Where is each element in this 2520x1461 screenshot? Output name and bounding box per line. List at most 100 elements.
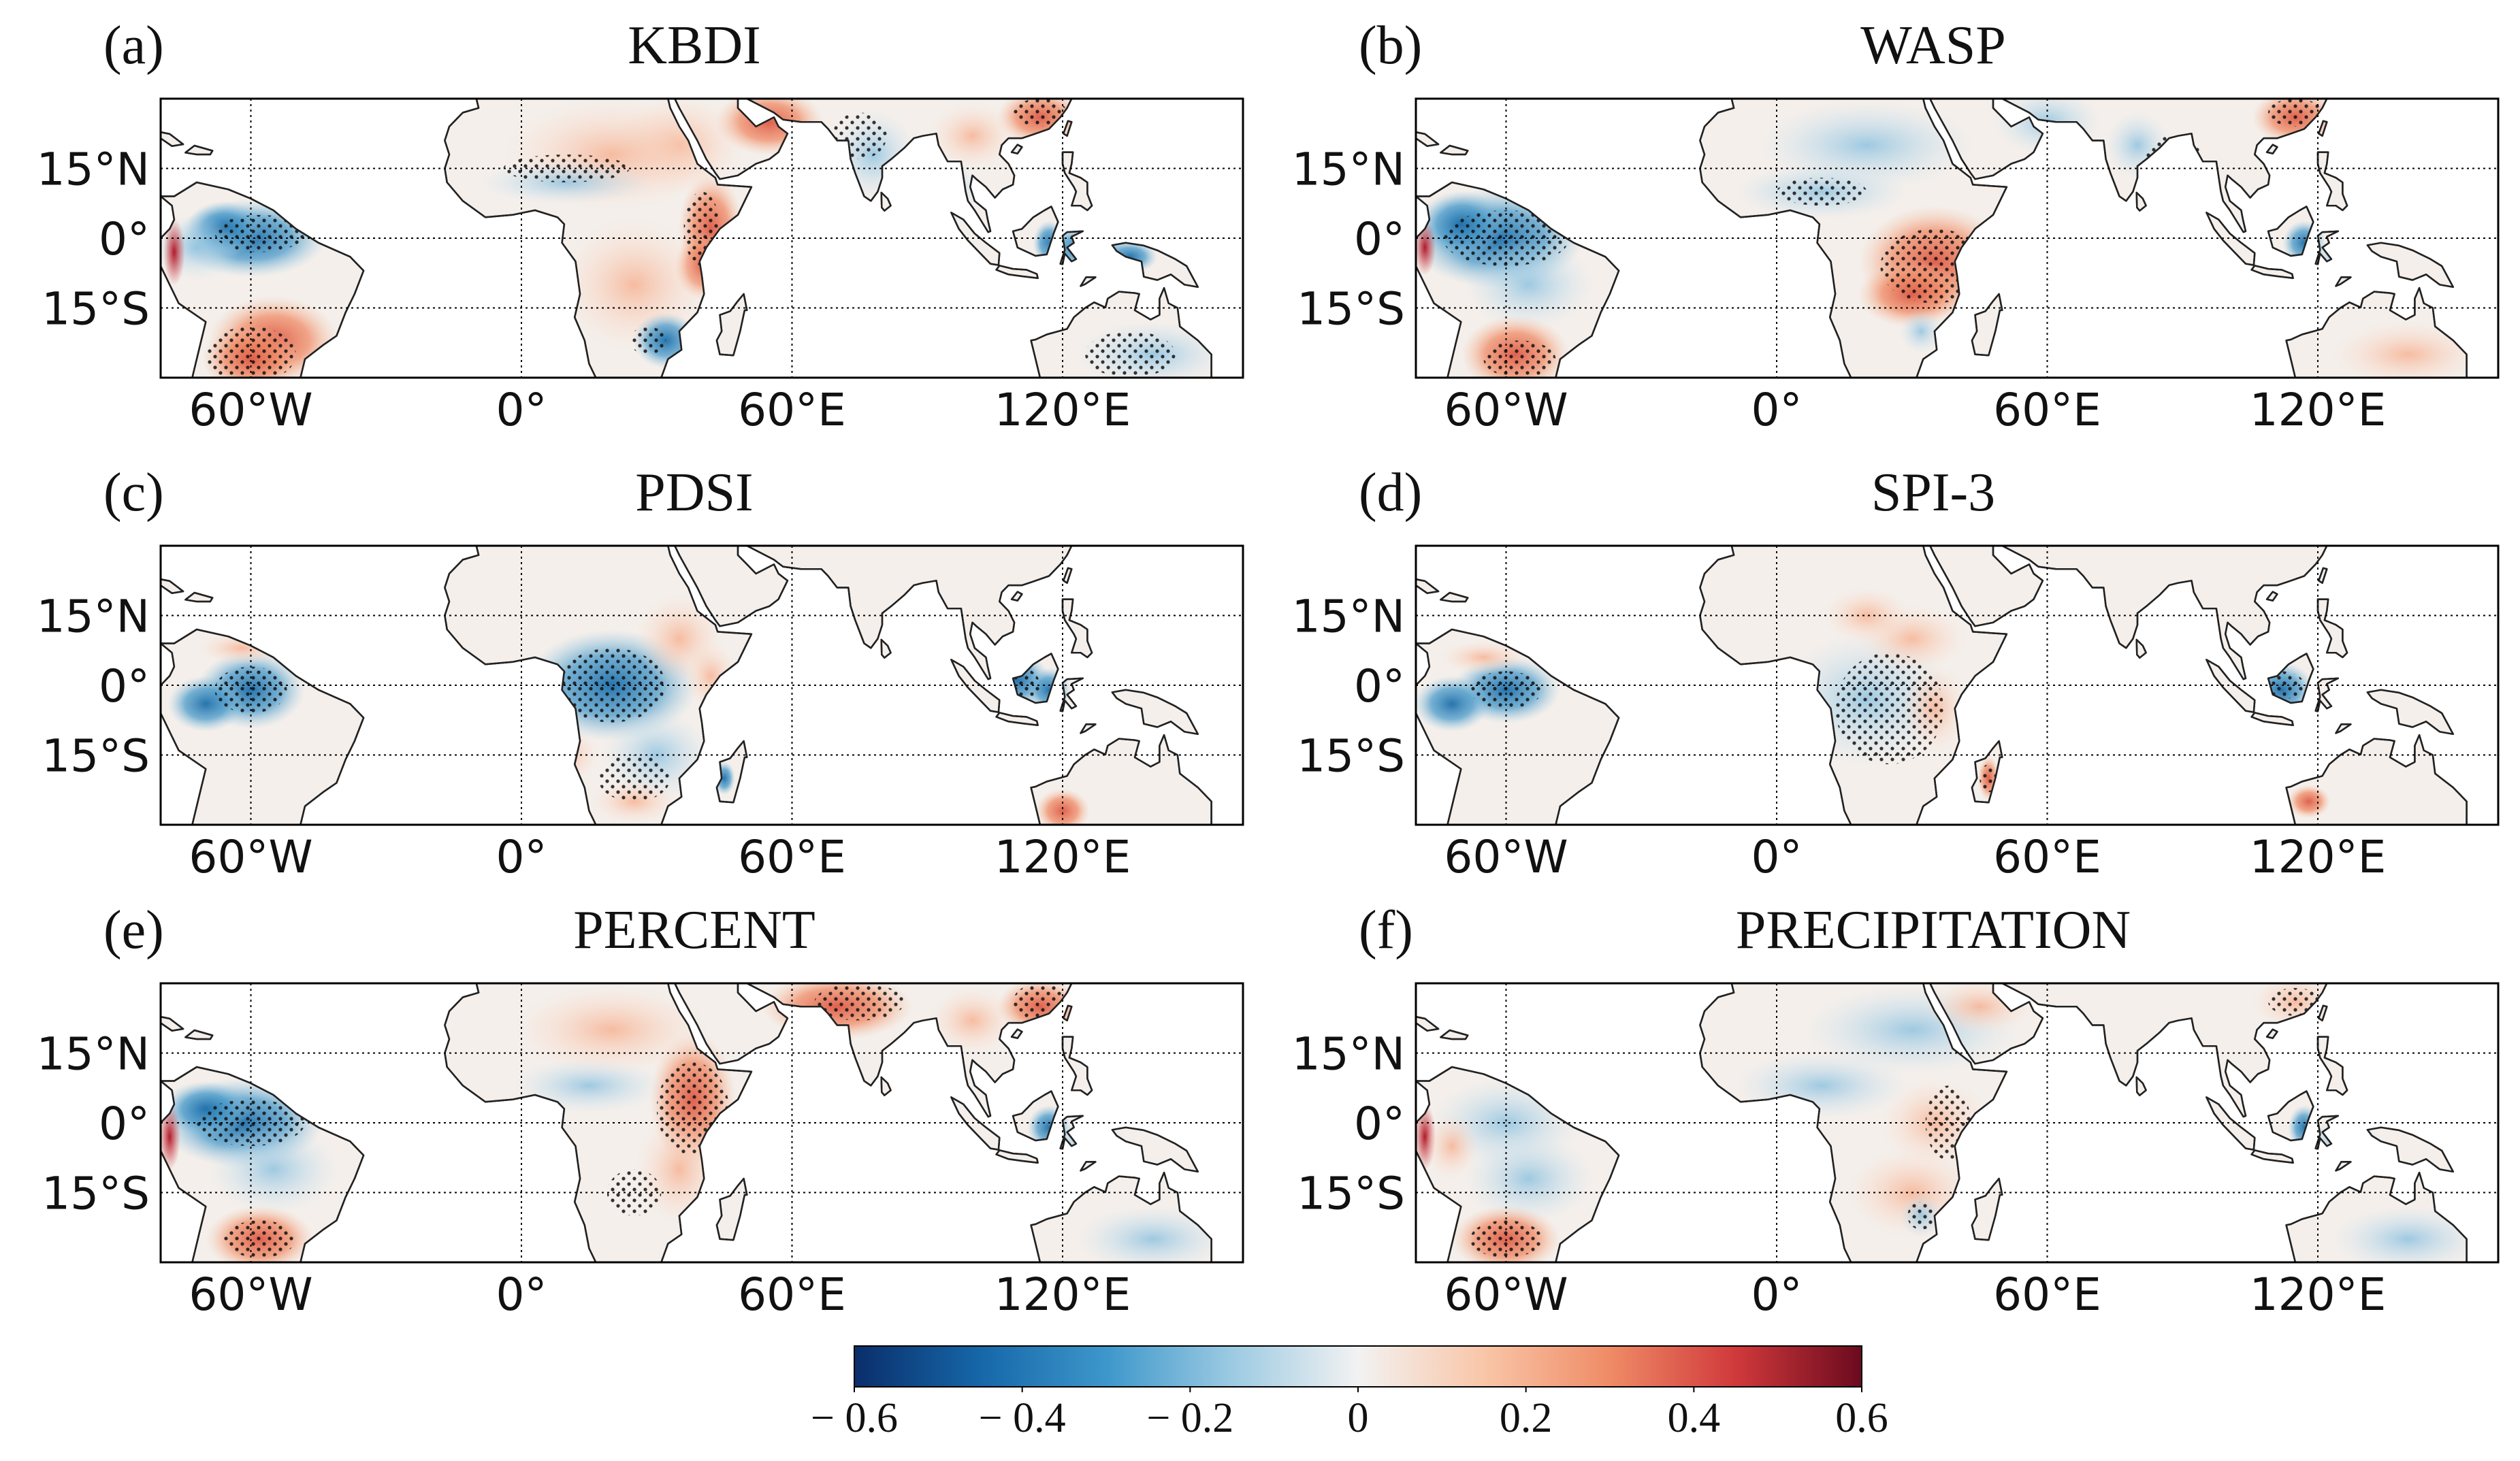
landmass-sumatra: [950, 1096, 1001, 1151]
correlation-patch: [2288, 1105, 2321, 1150]
panel-letter: (f): [1359, 900, 1413, 960]
correlation-patch: [2287, 785, 2331, 819]
lon-tick-label: 120°E: [2250, 1268, 2387, 1321]
significance-stipple: [214, 214, 305, 252]
lon-tick-label: 120°E: [995, 384, 1131, 436]
lon-tick-label: 60°E: [1993, 1268, 2101, 1321]
landmass-sumatra: [2206, 1096, 2256, 1151]
lon-tick-label: 60°E: [1993, 384, 2101, 436]
map-panel-1: (a) KBDI 15°N 0° 15°S 60°W 0° 60°E 120°E: [37, 16, 1244, 436]
lat-tick-label: 15°S: [42, 1168, 150, 1220]
correlation-patch: [2332, 1205, 2467, 1262]
panel-letter: (a): [103, 16, 164, 76]
significance-stipple: [607, 1169, 662, 1216]
map-panel-2: (b) WASP 15°N 0° 15°S 60°W 0° 60°E 120°E: [1292, 16, 2500, 436]
significance-stipple: [1470, 1220, 1542, 1258]
lon-tick-label: 60°W: [1444, 1268, 1568, 1321]
lon-tick-label: 0°: [1751, 831, 1803, 883]
lon-tick-label: 120°E: [995, 1268, 1131, 1321]
landmass-sumatra: [2206, 212, 2256, 266]
significance-stipple: [206, 326, 296, 378]
colorbar-tick-label: − 0.4: [979, 1395, 1066, 1441]
lat-tick-label: 15°N: [1292, 144, 1405, 196]
lon-tick-label: 60°W: [1444, 384, 1568, 436]
significance-stipple: [598, 755, 671, 802]
lon-tick-label: 120°E: [995, 831, 1131, 883]
significance-stipple: [814, 983, 905, 1021]
lat-tick-label: 15°S: [42, 730, 150, 783]
lat-tick-label: 0°: [99, 1098, 150, 1150]
significance-stipple: [1925, 1085, 1971, 1160]
correlation-patch: [1077, 1205, 1212, 1262]
map-frame: [1415, 97, 2500, 379]
significance-stipple: [503, 154, 630, 182]
map-frame: [159, 982, 1244, 1264]
panel-title: PDSI: [635, 463, 753, 523]
lon-tick-label: 60°E: [1993, 831, 2101, 883]
lat-tick-label: 15°N: [37, 1028, 150, 1081]
colorbar: − 0.6 − 0.4 − 0.2 0 0.2 0.4 0.6: [811, 1345, 1888, 1441]
colorbar-tick-label: − 0.6: [811, 1395, 898, 1441]
significance-stipple: [1483, 340, 1556, 378]
significance-stipple: [558, 648, 666, 723]
lon-tick-label: 60°E: [738, 1268, 846, 1321]
significance-stipple: [656, 1062, 729, 1155]
lat-tick-label: 15°S: [42, 283, 150, 335]
correlation-patch: [1464, 1134, 1594, 1224]
lat-tick-label: 0°: [1354, 660, 1405, 712]
panel-letter: (e): [103, 900, 164, 960]
landmass-sumatra: [2206, 659, 2256, 713]
significance-stipple: [1907, 1202, 1935, 1230]
lon-tick-label: 60°E: [738, 831, 846, 883]
landmass-philippines: [2316, 598, 2348, 659]
significance-stipple: [1442, 210, 1570, 266]
correlation-patch: [2297, 1119, 2384, 1164]
significance-stipple: [2268, 99, 2323, 127]
lon-tick-label: 0°: [1751, 384, 1803, 436]
colorbar-tick-label: 0.6: [1835, 1395, 1888, 1441]
correlation-patch: [1035, 788, 1090, 825]
correlation-patch: [928, 987, 1016, 1054]
colorbar-tick-label: 0.4: [1668, 1395, 1721, 1441]
map-frame: [159, 544, 1244, 826]
landmass-philippines: [1061, 151, 1093, 212]
correlation-patch: [1899, 308, 1943, 354]
correlation-patch: [928, 102, 1016, 169]
significance-stipple: [630, 326, 666, 355]
correlation-patch: [1041, 1119, 1129, 1164]
map-panel-6: (f) PRECIPITATION 15°N 0° 15°S 60°W 0° 60°E 120°…: [1292, 900, 2500, 1321]
correlation-patch: [208, 1124, 339, 1214]
lon-tick-label: 60°W: [189, 384, 312, 436]
significance-stipple: [1777, 178, 1867, 206]
map-frame: [159, 97, 1244, 379]
lat-tick-label: 15°N: [37, 144, 150, 196]
lat-tick-label: 0°: [99, 660, 150, 712]
landmass-philippines: [1061, 598, 1093, 659]
map-panel-3: (c) PDSI 15°N 0° 15°S 60°W 0° 60°E 120°E: [37, 463, 1244, 883]
panel-title: SPI-3: [1871, 463, 1995, 523]
significance-stipple: [223, 1220, 296, 1258]
lon-tick-label: 0°: [496, 831, 547, 883]
map-frame: [1415, 544, 2500, 826]
colorbar-tick-label: 0.2: [1500, 1395, 1553, 1441]
lon-tick-label: 120°E: [2250, 831, 2387, 883]
significance-stipple: [214, 666, 287, 713]
panel-letter: (b): [1359, 16, 1422, 76]
landmass-asia: [1992, 546, 2328, 680]
significance-stipple: [1835, 653, 1944, 765]
landmass-philippines: [1061, 1036, 1093, 1096]
landmass-philippines: [2316, 151, 2348, 212]
landmass-philippines: [2316, 1036, 2348, 1096]
correlation-patch: [1440, 640, 1527, 674]
lon-tick-label: 60°W: [189, 831, 312, 883]
map-panel-4: (d) SPI-3 15°N 0° 15°S 60°W 0° 60°E 120°E: [1292, 463, 2500, 883]
panel-letter: (d): [1359, 463, 1422, 523]
correlation-patch: [1823, 587, 1911, 644]
lat-tick-label: 15°S: [1297, 283, 1405, 335]
significance-stipple: [197, 1099, 305, 1147]
panel-letter: (c): [103, 463, 164, 523]
correlation-patch: [2332, 321, 2467, 378]
lon-tick-label: 0°: [496, 384, 547, 436]
map-frame: [1415, 982, 2500, 1264]
correlation-patch: [922, 158, 978, 225]
